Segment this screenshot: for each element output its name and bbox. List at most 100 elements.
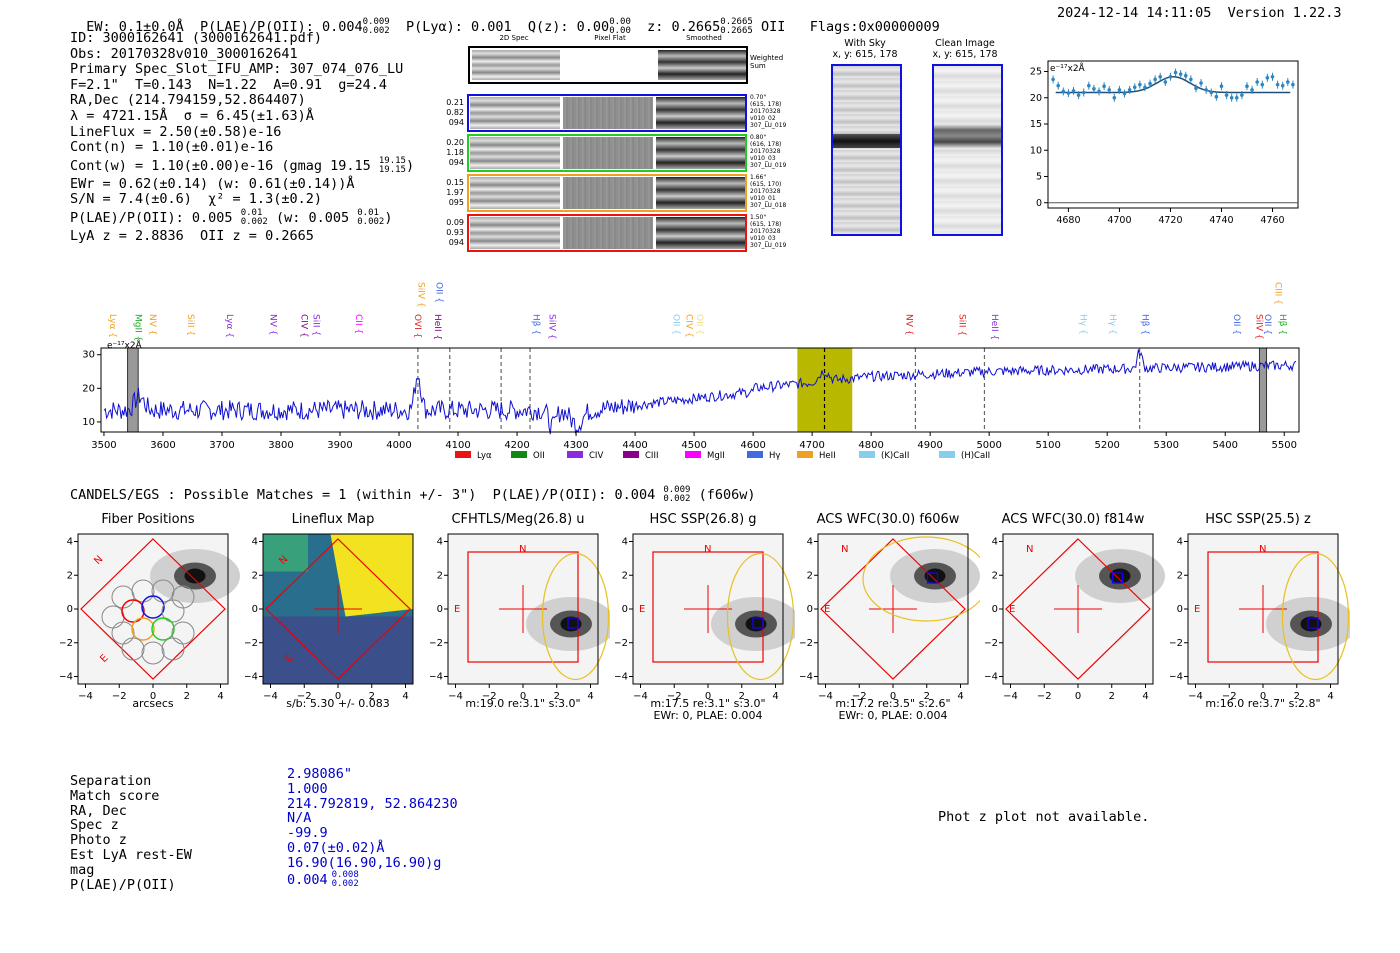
spectrum-xtick-label: 5200 <box>1094 440 1119 451</box>
line-id-label: SiIV { <box>547 314 557 340</box>
panel-xtick-label: −2 <box>852 691 867 702</box>
match-box <box>926 572 939 584</box>
line-id-label: Lyα { <box>107 314 117 338</box>
zoom-data-point <box>1178 72 1183 76</box>
line-id-label: Hγ { <box>1107 314 1117 335</box>
panel-ytick-label: 4 <box>67 537 73 548</box>
legend-swatch <box>623 451 639 458</box>
panel-ytick-label: −2 <box>800 638 813 649</box>
spectrum-xtick-label: 4400 <box>622 440 647 451</box>
panel-xtick-label: −2 <box>482 691 497 702</box>
match-value: -99.9 <box>287 825 328 842</box>
fiber-circle <box>121 637 145 661</box>
zoom-data-point <box>1183 73 1188 78</box>
panel-xtick-label: −4 <box>1003 691 1018 702</box>
panel-title: ACS WFC(30.0) f606w <box>816 512 960 527</box>
panel-ytick-label: −4 <box>800 672 813 683</box>
zoom-data-point <box>1224 93 1229 97</box>
fiber-row-right-label: 1.50" (615, 178) 20170328 v010_03 307_LU… <box>750 214 787 249</box>
zoom-data-point <box>1158 74 1163 79</box>
zoom-data-point <box>1219 84 1224 88</box>
zoom-data-point <box>1199 81 1203 85</box>
zoom-data-point <box>1127 88 1132 92</box>
zoom-spectrum-chart: 4680 4700 4720 4740 4760 0 5 10 15 20 25 e⁻¹⁷x2Å <box>1030 60 1299 226</box>
panel-ytick-label: 2 <box>1177 570 1183 581</box>
sky-cutout-image <box>831 64 902 236</box>
spectrum-ytick-label: 30 <box>82 350 95 361</box>
panel-subtitle: m:17.2 re:3.5" s:2.6" <box>835 697 951 710</box>
header-plae-bounds: 0.009 0.002 <box>362 17 390 36</box>
match-box <box>1111 572 1124 584</box>
panel-ytick-label: 2 <box>437 570 443 581</box>
spectrum-xtick-label: 4900 <box>917 440 942 451</box>
spectrum-xtick-label: 5000 <box>976 440 1001 451</box>
panel-ytick-label: 4 <box>252 537 258 548</box>
panel-ytick-label: 2 <box>807 570 813 581</box>
panel-xtick-label: 4 <box>587 691 593 702</box>
match-box <box>567 617 579 629</box>
match-value: 0.07(±0.02)Å <box>287 839 385 856</box>
panel-ytick-label: −2 <box>430 638 443 649</box>
panel-ytick-label: 0 <box>252 604 258 615</box>
spectrum-xtick-label: 3900 <box>327 440 352 451</box>
panel-xtick-label: −2 <box>112 691 127 702</box>
match-value: 2.98086" <box>287 766 353 782</box>
zoom-data-point <box>1168 74 1173 79</box>
line-id-label: HeII { <box>989 314 999 340</box>
header-z-line: OII <box>760 19 786 35</box>
panel-subtitle: m:17.5 re:3.1" s:3.0" <box>650 697 766 710</box>
clean-cutout-image <box>932 64 1003 236</box>
zoom-data-point <box>1240 93 1244 97</box>
panel-ytick-label: 0 <box>992 604 998 615</box>
legend-swatch <box>797 451 813 458</box>
zoom-data-point <box>1148 81 1152 86</box>
header-summary: EW: 0.1±0.0Å P(LAE)/P(OII): 0.0040.009 0.… <box>70 2 940 36</box>
zoom-data-point <box>1138 82 1142 87</box>
ifu-footprint <box>265 538 411 680</box>
zoom-data-point <box>1143 85 1147 90</box>
legend-swatch <box>567 451 583 458</box>
candels-summary: CANDELS/EGS : Possible Matches = 1 (with… <box>70 485 756 504</box>
panel-ytick-label: 0 <box>67 604 73 615</box>
spectrum-line <box>103 349 1297 435</box>
aperture-ellipse <box>862 536 980 622</box>
info-id: ID: 3000162641 (3000162641.pdf) <box>70 30 322 46</box>
info-lambda: λ = 4721.15Å σ = 6.45(±1.63)Å <box>70 107 314 124</box>
spectrum-ytick-label: 10 <box>82 417 95 428</box>
line-id-label: CIV { <box>299 314 309 338</box>
line-id-label: NV { <box>904 314 914 335</box>
legend-swatch <box>747 451 763 458</box>
ifu-footprint <box>652 551 764 663</box>
zoom-data-point <box>1102 84 1106 88</box>
panel-ytick-label: −2 <box>60 638 73 649</box>
panel-xtick-label: 2 <box>369 691 375 702</box>
header-z-bounds: 0.2665 0.2665 <box>720 17 753 36</box>
fiber-smooth-image <box>656 137 745 169</box>
line-id-label: CIV { <box>683 314 693 338</box>
zoom-data-point <box>1189 77 1193 82</box>
spectrum-xtick-label: 4200 <box>504 440 529 451</box>
panel-xtick-label: 0 <box>150 691 156 702</box>
spec2d-col-2d: 2D Spec <box>499 34 529 42</box>
zoom-data-point <box>1229 95 1234 100</box>
match-box <box>1307 617 1319 629</box>
line-id-label: NV { <box>147 314 157 335</box>
legend-label: (K)CaII <box>881 451 909 461</box>
fiber-circle <box>151 617 175 641</box>
line-id-label: OII { <box>1262 314 1272 335</box>
panel-ytick-label: 2 <box>622 570 628 581</box>
line-id-label: SiII { <box>957 314 967 336</box>
legend-swatch <box>859 451 875 458</box>
fiber-2d-image <box>470 97 560 129</box>
north-label: N <box>841 544 848 555</box>
zoom-xtick-label: 4700 <box>1107 215 1131 226</box>
galaxy-core <box>184 568 206 584</box>
north-label: N <box>1026 544 1033 555</box>
header-qz-bounds: 0.00 0.00 <box>609 17 631 36</box>
spectrum-xtick-label: 5500 <box>1272 440 1297 451</box>
